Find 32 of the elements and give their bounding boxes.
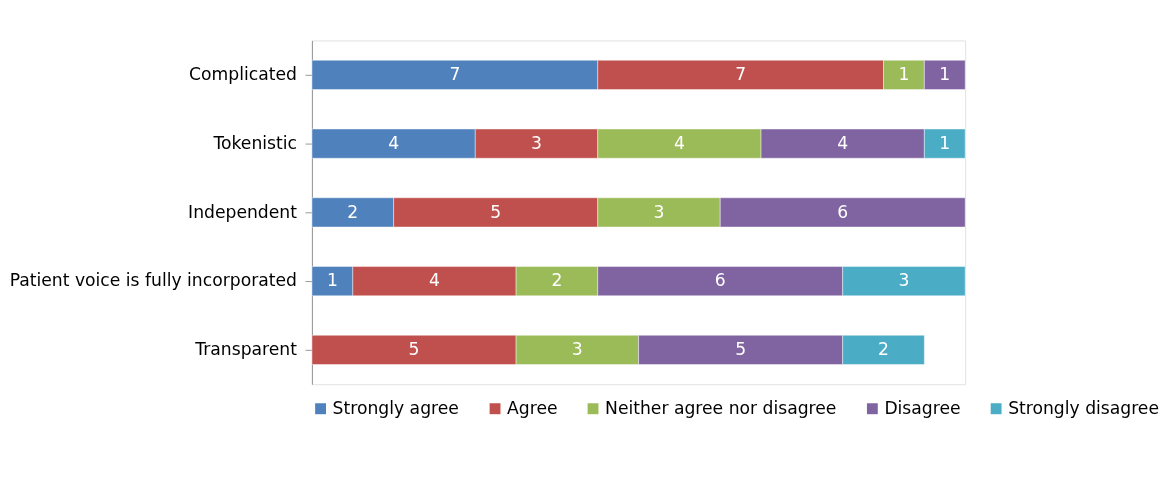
data-label: 4 [388, 132, 400, 153]
y-tick-label: Patient voice is fully incorporated [9, 270, 297, 291]
legend-label: Agree [507, 397, 558, 418]
data-label: 1 [939, 64, 951, 85]
data-label: 3 [571, 339, 583, 360]
data-label: 5 [490, 201, 502, 222]
y-tick-label: Independent [188, 201, 298, 222]
data-label: 6 [714, 270, 726, 291]
data-label: 6 [837, 201, 849, 222]
legend-label: Disagree [884, 397, 961, 418]
legend-label: Strongly agree [332, 397, 459, 418]
data-label: 1 [898, 64, 910, 85]
y-tick-label: Complicated [189, 64, 297, 85]
data-label: 4 [428, 270, 440, 291]
data-label: 3 [531, 132, 542, 153]
data-label: 2 [347, 201, 359, 222]
data-label: 4 [673, 132, 685, 153]
data-label: 4 [837, 132, 849, 153]
data-label: 5 [408, 339, 420, 360]
y-tick-label: Tokenistic [212, 132, 297, 153]
data-label: 3 [898, 270, 910, 291]
data-label: 1 [939, 132, 951, 153]
data-label: 2 [551, 270, 563, 291]
data-label: 1 [326, 270, 338, 291]
data-label: 7 [449, 64, 461, 85]
legend-label: Neither agree nor disagree [605, 397, 837, 418]
y-tick-label: Transparent [194, 339, 298, 360]
data-label: 5 [735, 339, 747, 360]
legend-label: Strongly disagree [1008, 397, 1159, 418]
data-label: 2 [878, 339, 889, 360]
data-label: 7 [735, 64, 747, 85]
data-label: 3 [653, 201, 665, 222]
